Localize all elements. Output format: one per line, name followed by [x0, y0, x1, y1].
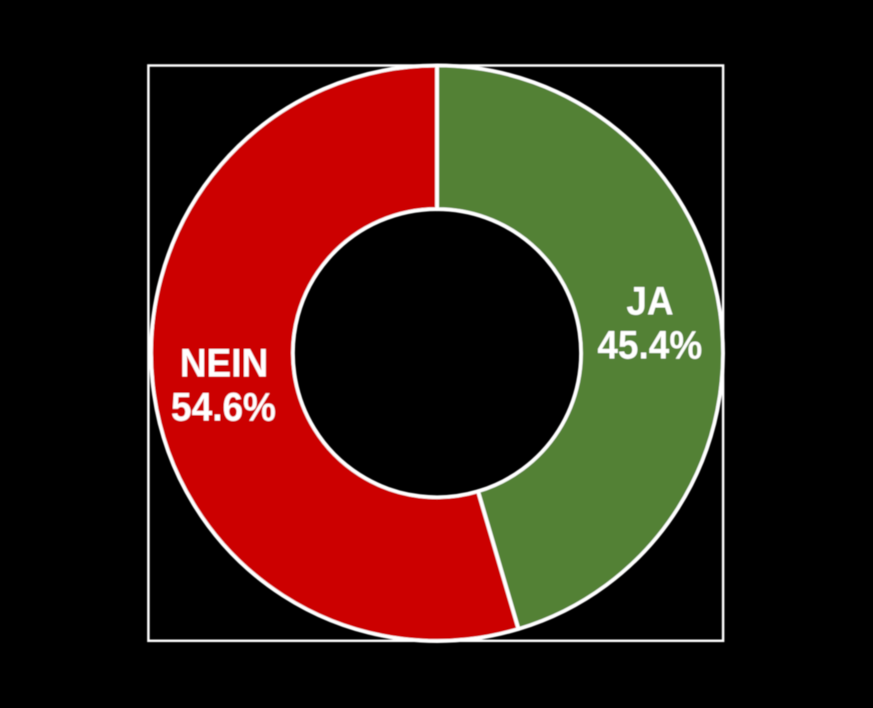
svg-text:NEIN: NEIN [180, 341, 268, 386]
svg-text:JA: JA [626, 279, 673, 324]
svg-text:54.6%: 54.6% [171, 385, 276, 430]
svg-text:45.4%: 45.4% [597, 323, 702, 368]
